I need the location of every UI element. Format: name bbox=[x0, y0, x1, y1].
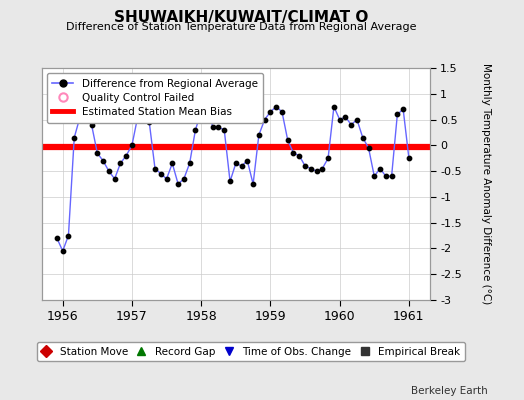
Text: Berkeley Earth: Berkeley Earth bbox=[411, 386, 487, 396]
Point bbox=[174, 181, 182, 187]
Point bbox=[53, 235, 61, 241]
Point bbox=[370, 173, 378, 180]
Point bbox=[260, 116, 269, 123]
Legend: Difference from Regional Average, Quality Control Failed, Estimated Station Mean: Difference from Regional Average, Qualit… bbox=[47, 73, 263, 123]
Point bbox=[226, 178, 234, 185]
Point bbox=[99, 158, 107, 164]
Point bbox=[278, 109, 286, 115]
Point bbox=[324, 155, 332, 162]
Point bbox=[255, 132, 263, 138]
Point bbox=[209, 124, 217, 130]
Point bbox=[353, 116, 361, 123]
Point bbox=[191, 127, 200, 133]
Point bbox=[134, 114, 142, 120]
Point bbox=[381, 173, 390, 180]
Point bbox=[162, 176, 171, 182]
Point bbox=[347, 122, 355, 128]
Point bbox=[151, 165, 159, 172]
Point bbox=[59, 248, 67, 254]
Point bbox=[157, 170, 165, 177]
Point bbox=[232, 160, 240, 166]
Text: Difference of Station Temperature Data from Regional Average: Difference of Station Temperature Data f… bbox=[66, 22, 416, 32]
Point bbox=[93, 150, 102, 156]
Point bbox=[266, 109, 275, 115]
Point bbox=[307, 165, 315, 172]
Point bbox=[364, 145, 373, 151]
Point bbox=[105, 168, 113, 174]
Point bbox=[393, 111, 401, 118]
Point bbox=[330, 104, 338, 110]
Point bbox=[64, 232, 73, 239]
Point bbox=[387, 173, 396, 180]
Point bbox=[76, 114, 84, 120]
Point bbox=[341, 114, 350, 120]
Point bbox=[312, 168, 321, 174]
Point bbox=[318, 165, 326, 172]
Point bbox=[243, 158, 252, 164]
Point bbox=[70, 134, 79, 141]
Point bbox=[399, 106, 407, 112]
Text: SHUWAIKH/KUWAIT/CLIMAT O: SHUWAIKH/KUWAIT/CLIMAT O bbox=[114, 10, 368, 25]
Point bbox=[82, 111, 90, 118]
Point bbox=[376, 165, 384, 172]
Y-axis label: Monthly Temperature Anomaly Difference (°C): Monthly Temperature Anomaly Difference (… bbox=[481, 63, 492, 305]
Point bbox=[283, 137, 292, 143]
Point bbox=[116, 160, 125, 166]
Point bbox=[180, 176, 188, 182]
Point bbox=[249, 181, 257, 187]
Point bbox=[139, 111, 148, 118]
Point bbox=[214, 124, 223, 130]
Point bbox=[358, 134, 367, 141]
Legend: Station Move, Record Gap, Time of Obs. Change, Empirical Break: Station Move, Record Gap, Time of Obs. C… bbox=[37, 342, 465, 361]
Point bbox=[405, 155, 413, 162]
Point bbox=[88, 122, 96, 128]
Point bbox=[128, 142, 136, 148]
Point bbox=[122, 152, 130, 159]
Point bbox=[289, 150, 298, 156]
Point bbox=[220, 127, 228, 133]
Point bbox=[335, 116, 344, 123]
Point bbox=[295, 152, 303, 159]
Point bbox=[301, 163, 309, 169]
Point bbox=[197, 109, 205, 115]
Point bbox=[145, 119, 154, 125]
Point bbox=[272, 104, 280, 110]
Point bbox=[185, 160, 194, 166]
Point bbox=[203, 101, 211, 107]
Point bbox=[111, 176, 119, 182]
Point bbox=[168, 160, 177, 166]
Point bbox=[237, 163, 246, 169]
